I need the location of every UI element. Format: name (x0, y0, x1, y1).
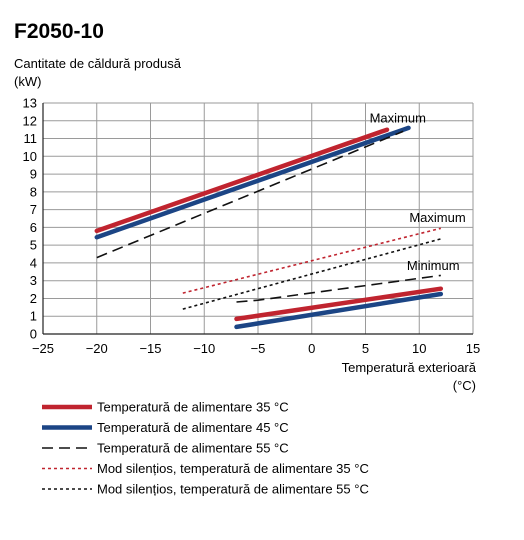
y-tick-label: 1 (30, 309, 37, 324)
x-tick-label: 15 (466, 341, 480, 356)
series-line-3 (236, 274, 441, 303)
x-axis-label: Temperatură exterioară (342, 360, 477, 375)
annotation-label: Maximum (409, 210, 465, 225)
annotation-label: Maximum (370, 111, 426, 126)
annotation-label: Minimum (407, 258, 460, 273)
y-tick-label: 11 (24, 131, 38, 146)
y-tick-label: 6 (30, 220, 37, 235)
series-line-2 (94, 125, 411, 240)
legend-label: Temperatură de alimentare 45 °C (97, 420, 289, 435)
y-tick-label: 4 (30, 255, 37, 270)
legend-label: Temperatură de alimentare 35 °C (97, 400, 289, 415)
series-line-3 (96, 130, 404, 259)
y-tick-label: 3 (30, 273, 37, 288)
chart-title: F2050-10 (14, 20, 104, 43)
legend: Temperatură de alimentare 35 °C Temperatu… (42, 400, 369, 497)
y-tick-label: 7 (30, 202, 37, 217)
x-tick-label: 5 (362, 341, 369, 356)
y-tick-label: 8 (30, 184, 37, 199)
series-line-1 (94, 127, 390, 234)
legend-label: Temperatură de alimentare 55 °C (97, 441, 289, 456)
x-tick-label: 10 (412, 341, 426, 356)
grid (42, 102, 474, 335)
x-tick-label: −25 (32, 341, 54, 356)
series-line-2 (234, 291, 444, 330)
series-line-5 (182, 238, 442, 310)
x-tick-label: −20 (86, 341, 108, 356)
y-tick-label: 2 (30, 291, 37, 306)
x-tick-label: 0 (308, 341, 315, 356)
y-tick-label: 0 (30, 327, 37, 342)
y-tick-label: 12 (23, 113, 37, 128)
legend-label: Mod silențios, temperatură de alimentare… (97, 461, 369, 476)
x-tick-labels: −25 −20 −15 −10 −5 0 5 10 15 (32, 341, 480, 356)
series-line-1 (234, 286, 444, 322)
x-tick-label: −5 (251, 341, 266, 356)
y-tick-label: 5 (30, 238, 37, 253)
x-tick-label: −10 (193, 341, 215, 356)
annotations: Maximum Maximum Minimum (370, 111, 466, 273)
x-tick-label: −15 (139, 341, 161, 356)
legend-label: Mod silențios, temperatură de alimentare… (97, 482, 369, 497)
y-tick-label: 10 (23, 149, 37, 164)
y-axis-unit: (kW) (14, 74, 41, 89)
y-tick-label: 13 (23, 96, 37, 111)
y-tick-label: 9 (30, 167, 37, 182)
y-axis-label: Cantitate de căldură produsă (14, 56, 182, 71)
series-lines (94, 125, 444, 330)
series-line-4 (182, 227, 441, 294)
x-axis-unit: (°C) (453, 378, 476, 393)
